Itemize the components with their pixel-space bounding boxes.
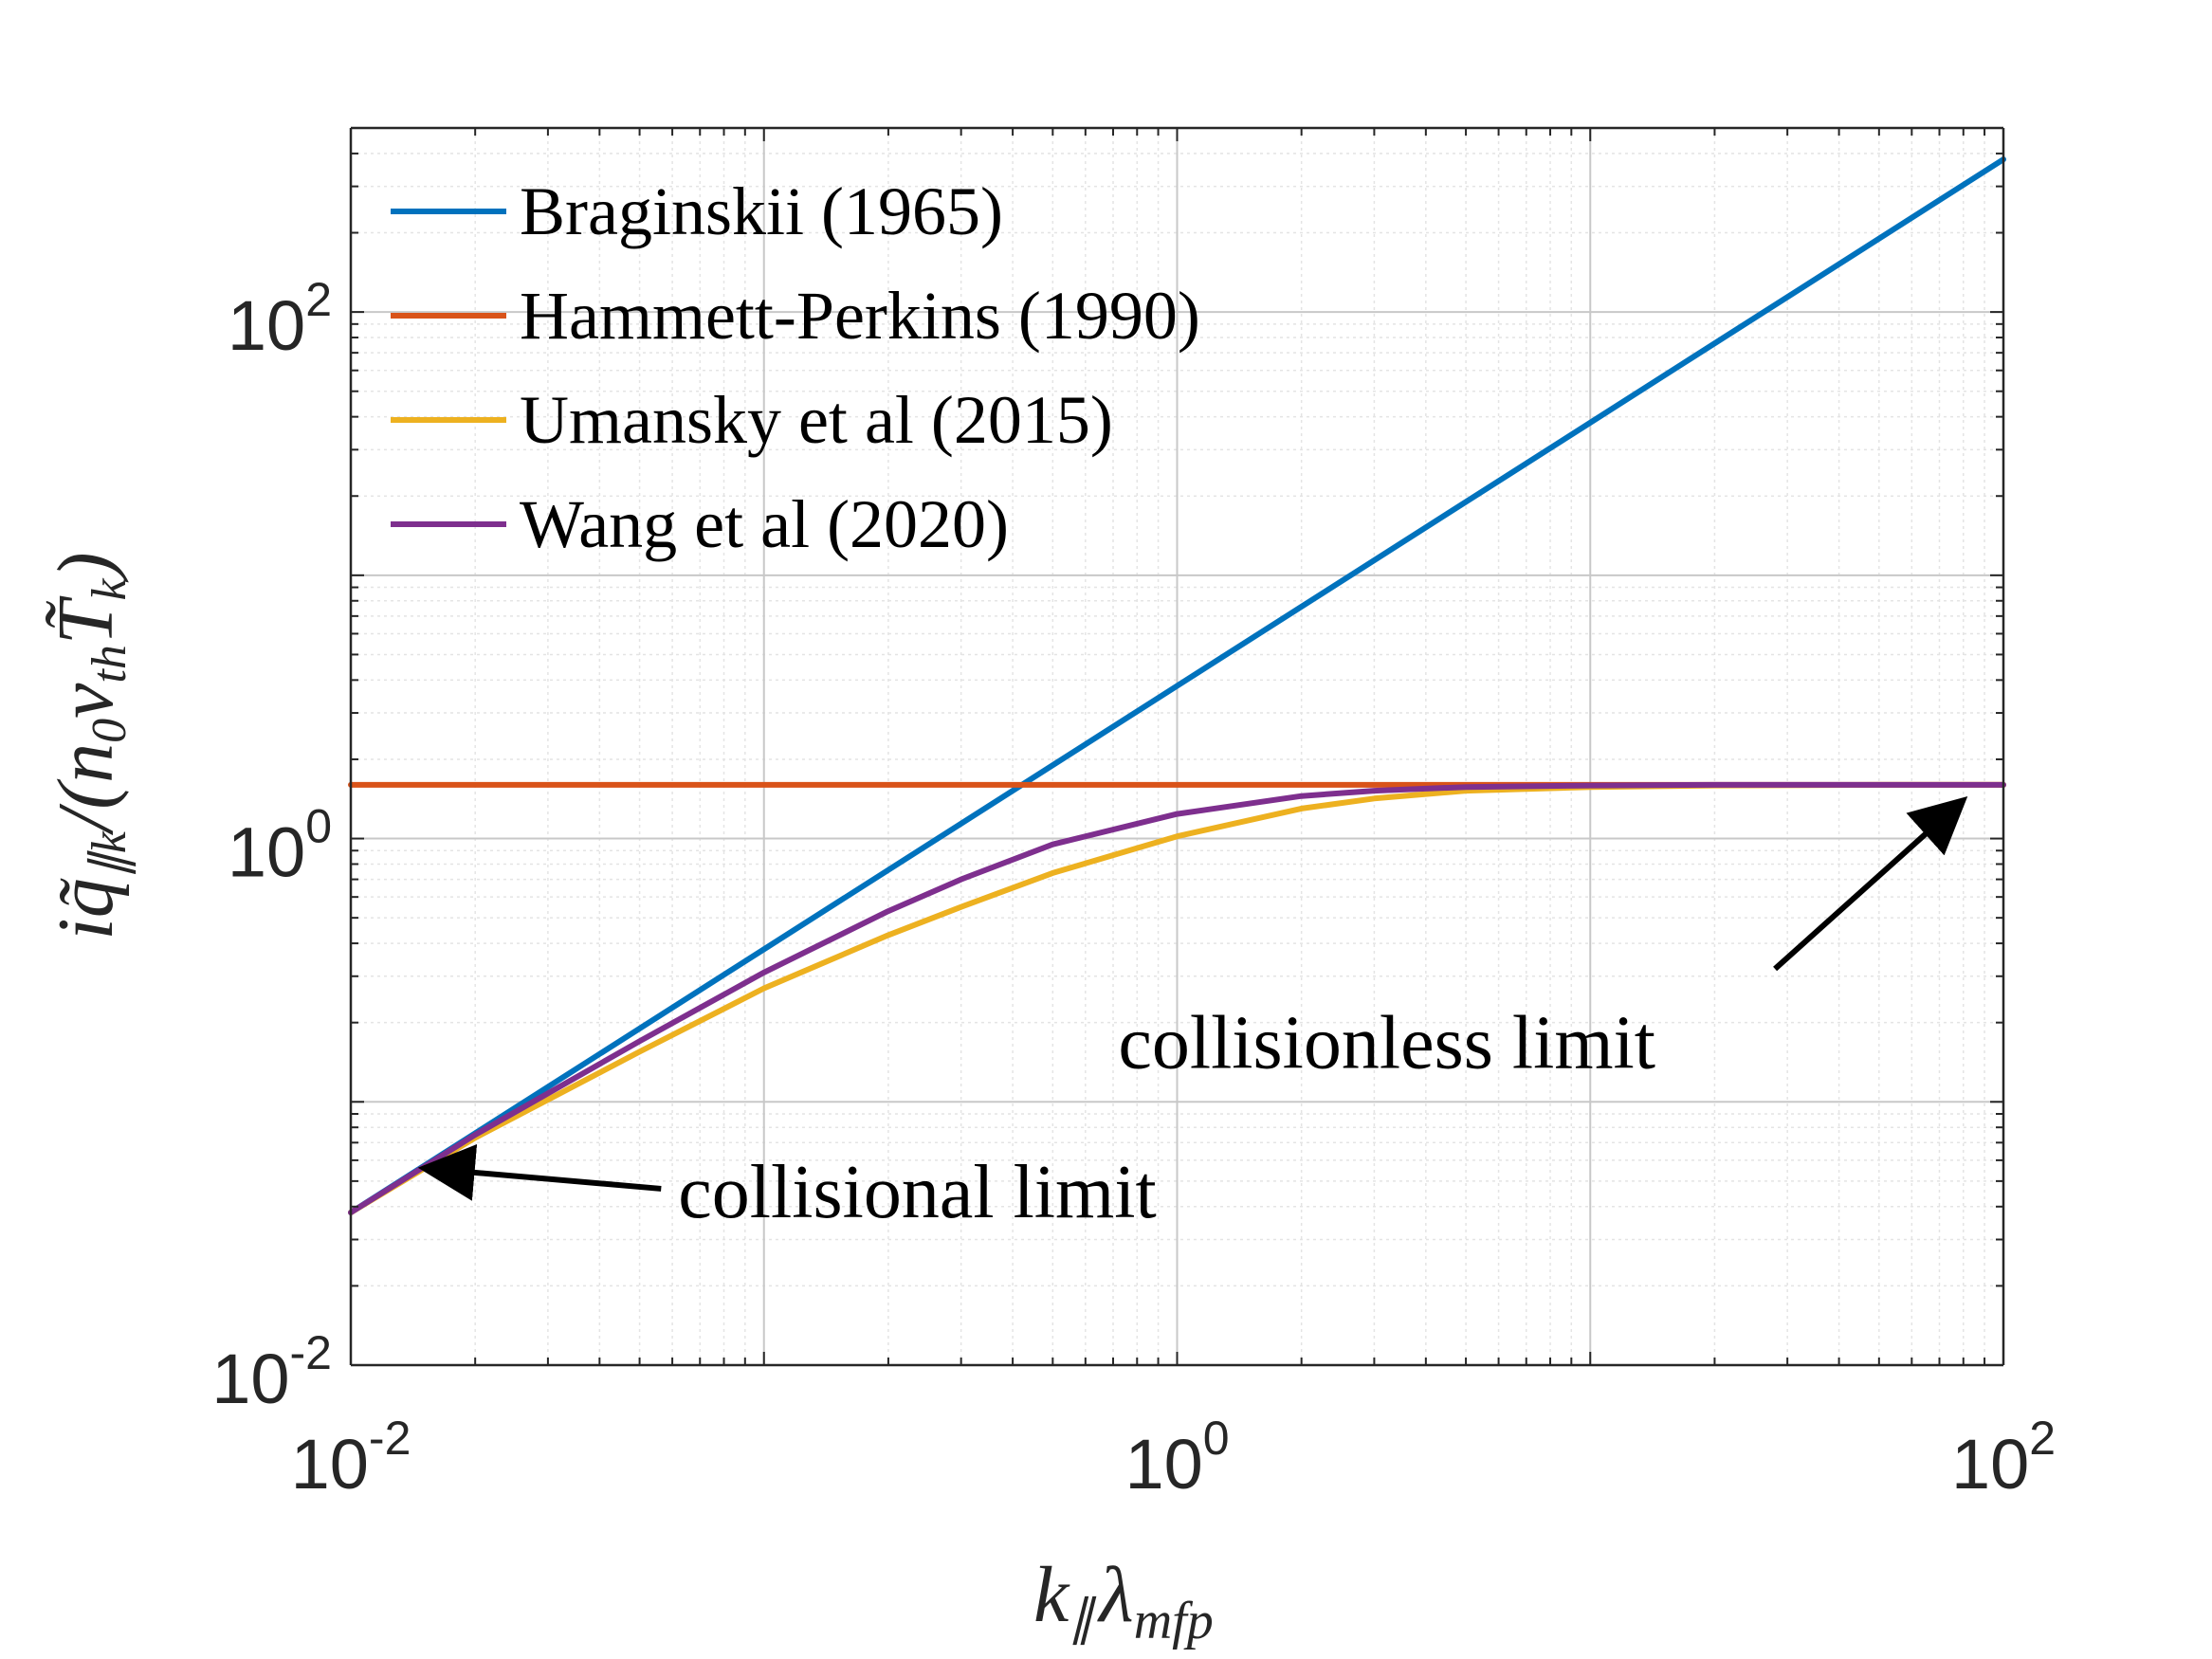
legend-label-4: Wang et al (2020): [520, 486, 1009, 562]
series-layer: [348, 156, 2006, 1215]
annotation-arrow-2: [1773, 795, 1968, 972]
x-tick-label: 102: [1951, 1412, 2056, 1504]
annotations: collisional limit collisionless limit: [417, 795, 1968, 1234]
series-line-4: [348, 781, 2006, 1215]
x-tick-label: 100: [1124, 1412, 1229, 1504]
x-tick-label: 10-2: [291, 1412, 411, 1504]
x-axis-title: k∥λmfp: [1033, 1551, 1214, 1650]
annotation-label-2: collisionless limit: [1118, 1001, 1655, 1085]
y-tick-label: 102: [228, 273, 332, 365]
legend-label-2: Hammett-Perkins (1990): [520, 278, 1200, 354]
annotation-arrow-1: [417, 1143, 662, 1201]
legend-label-3: Umansky et al (2015): [520, 382, 1113, 458]
axes: [349, 126, 2005, 1367]
y-tick-label: 10-2: [211, 1326, 332, 1418]
y-axis-title: iq̃∥k/(n0vthT̃k): [42, 552, 137, 939]
annotation-label-1: collisional limit: [678, 1151, 1156, 1234]
series-line-1: [348, 156, 2006, 1215]
legend-label-1: Braginskii (1965): [520, 173, 1003, 249]
tick-labels: 10-2 100 102 10-2 100 102: [211, 273, 2056, 1504]
legend: Braginskii (1965) Hammett-Perkins (1990) U…: [391, 173, 1200, 562]
minor-grid: [351, 127, 2003, 1365]
y-tick-label: 100: [228, 800, 332, 892]
